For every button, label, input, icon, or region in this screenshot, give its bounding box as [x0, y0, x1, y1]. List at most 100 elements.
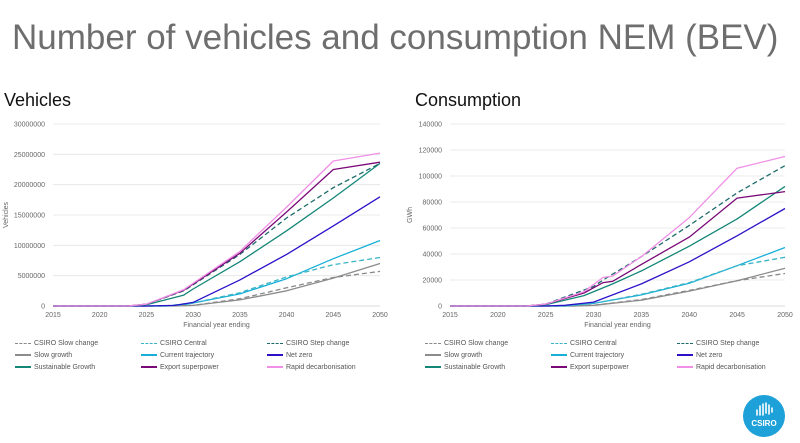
legend-item: Current trajectory [141, 350, 267, 360]
series-line-current-trajectory [450, 246, 786, 307]
csiro-logo: CSIRO [743, 395, 785, 437]
legend-label: Current trajectory [160, 351, 215, 359]
consumption-chart: 0 20000 40000 60000 80000 100000 120000 140000 2… [407, 122, 793, 330]
x-tick-label: 2045 [325, 312, 341, 319]
legend-swatch [141, 366, 157, 368]
consumption-chart-title: Consumption [415, 90, 522, 110]
series-line-slow-growth [450, 267, 786, 307]
legend-label: Sustainable Growth [34, 363, 96, 371]
legend-label: Net zero [286, 351, 313, 359]
x-tick-label: 2030 [586, 312, 602, 319]
legend-label: Slow growth [34, 351, 73, 359]
x-axis-label: Financial year ending [183, 322, 250, 329]
x-tick-label: 2035 [634, 312, 650, 319]
legend-swatch [551, 366, 567, 368]
legend-item: Slow growth [15, 350, 141, 360]
series-line-export-superpower [450, 190, 786, 307]
legend-item: Rapid decarbonisation [267, 362, 393, 372]
legend-item: Export superpower [551, 362, 677, 372]
vehicles-legend: CSIRO Slow change CSIRO Central CSIRO Step… [15, 338, 393, 372]
legend-label: Current trajectory [570, 351, 625, 359]
y-tick-label: 20000 [423, 278, 443, 285]
y-tick-label: 5000000 [18, 273, 45, 280]
y-tick-label: 30000000 [14, 122, 45, 129]
y-tick-label: 10000000 [14, 243, 45, 250]
y-tick-label: 120000 [419, 148, 442, 155]
legend-item: CSIRO Step change [267, 338, 393, 348]
x-tick-label: 2035 [232, 312, 248, 319]
legend-label: Slow growth [444, 351, 483, 359]
legend-label: Rapid decarbonisation [696, 363, 766, 371]
legend-label: CSIRO Central [160, 339, 207, 347]
legend-item: CSIRO Central [141, 338, 267, 348]
legend-item: CSIRO Central [551, 338, 677, 348]
legend-item: Export superpower [141, 362, 267, 372]
legend-item: Slow growth [425, 350, 551, 360]
legend-item: Rapid decarbonisation [677, 362, 800, 372]
x-tick-label: 2015 [442, 312, 458, 319]
legend-label: CSIRO Step change [286, 339, 350, 347]
series-line-sustainable-growth [450, 185, 786, 307]
x-tick-label: 2025 [538, 312, 554, 319]
x-tick-label: 2050 [372, 312, 388, 319]
x-tick-label: 2020 [490, 312, 506, 319]
legend-swatch [141, 354, 157, 356]
x-tick-label: 2040 [681, 312, 697, 319]
legend-label: Sustainable Growth [444, 363, 506, 371]
x-axis-label: Financial year ending [584, 322, 651, 329]
y-axis-label: Vehicles [3, 201, 10, 228]
series-line-export-superpower [53, 161, 381, 307]
y-tick-label: 0 [41, 304, 45, 311]
legend-item: Net zero [267, 350, 393, 360]
x-tick-label: 2020 [92, 312, 108, 319]
y-tick-label: 100000 [419, 174, 442, 181]
legend-swatch [267, 354, 283, 356]
legend-swatch [141, 342, 157, 344]
y-tick-label: 25000000 [14, 152, 45, 159]
y-tick-label: 0 [438, 304, 442, 311]
series-line-csiro-central [450, 256, 786, 307]
series-line-csiro-step-change [450, 165, 786, 307]
legend-swatch [551, 354, 567, 356]
legend-swatch [15, 366, 31, 368]
legend-label: CSIRO Step change [696, 339, 760, 347]
series-line-current-trajectory [53, 239, 381, 307]
x-tick-label: 2040 [279, 312, 295, 319]
legend-swatch [677, 366, 693, 368]
series-line-rapid-decarbonisation [53, 152, 381, 307]
x-tick-label: 2030 [185, 312, 201, 319]
legend-label: Net zero [696, 351, 723, 359]
y-tick-label: 140000 [419, 122, 442, 129]
legend-item: CSIRO Step change [677, 338, 800, 348]
legend-swatch [15, 354, 31, 356]
y-tick-label: 80000 [423, 200, 443, 207]
page-title: Number of vehicles and consumption NEM (… [12, 18, 779, 57]
series-line-csiro-step-change [53, 162, 381, 307]
legend-swatch [425, 354, 441, 356]
legend-item: Sustainable Growth [15, 362, 141, 372]
legend-swatch [15, 342, 31, 344]
series-line-rapid-decarbonisation [450, 155, 786, 307]
x-tick-label: 2045 [729, 312, 745, 319]
series-line-net-zero [450, 207, 786, 307]
logo-text: CSIRO [751, 419, 777, 428]
series-line-csiro-slow-change [53, 270, 381, 307]
legend-label: Export superpower [570, 363, 629, 371]
y-tick-label: 40000 [423, 252, 443, 259]
legend-item: Net zero [677, 350, 800, 360]
x-tick-label: 2025 [139, 312, 155, 319]
x-tick-label: 2050 [777, 312, 793, 319]
legend-label: CSIRO Central [570, 339, 617, 347]
y-tick-label: 20000000 [14, 182, 45, 189]
legend-label: Export superpower [160, 363, 219, 371]
legend-item: CSIRO Slow change [15, 338, 141, 348]
legend-label: Rapid decarbonisation [286, 363, 356, 371]
legend-item: CSIRO Slow change [425, 338, 551, 348]
legend-swatch [267, 366, 283, 368]
legend-item: Sustainable Growth [425, 362, 551, 372]
legend-item: Current trajectory [551, 350, 677, 360]
legend-swatch [425, 342, 441, 344]
vehicles-chart-title: Vehicles [4, 90, 72, 110]
legend-swatch [425, 366, 441, 368]
series-line-net-zero [53, 196, 381, 307]
